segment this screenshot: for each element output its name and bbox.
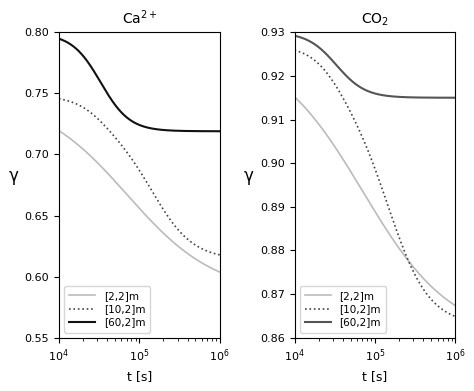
Line: [10,2]m: [10,2]m [294,50,456,316]
[2,2]m [420,276,426,280]
[2,2]m [184,251,190,256]
[2,2]m [308,112,314,117]
[2,2]m [56,128,62,133]
Line: [2,2]m: [2,2]m [59,131,219,272]
[60,2]m [292,33,297,38]
X-axis label: t [s]: t [s] [127,369,152,383]
X-axis label: t [s]: t [s] [362,369,388,383]
[2,2]m [121,189,127,194]
Line: [2,2]m: [2,2]m [294,97,456,306]
[60,2]m [417,95,423,100]
[60,2]m [363,88,368,92]
[10,2]m [121,146,127,151]
[2,2]m [292,94,297,99]
[2,2]m [217,270,222,274]
[2,2]m [417,272,423,277]
[10,2]m [184,237,190,241]
[10,2]m [73,101,78,106]
[2,2]m [166,236,172,241]
Y-axis label: γ: γ [9,167,18,185]
Y-axis label: γ: γ [244,167,254,185]
Title: CO$_2$: CO$_2$ [361,12,389,28]
[60,2]m [453,95,458,100]
[10,2]m [292,48,297,52]
[10,2]m [56,97,62,101]
[10,2]m [453,314,458,319]
[10,2]m [182,234,187,239]
[60,2]m [402,95,408,100]
[60,2]m [56,36,62,41]
[2,2]m [402,254,408,259]
Legend: [2,2]m, [10,2]m, [60,2]m: [2,2]m, [10,2]m, [60,2]m [64,286,150,333]
[10,2]m [357,129,363,133]
[10,2]m [402,250,408,255]
[10,2]m [127,154,133,158]
Legend: [2,2]m, [10,2]m, [60,2]m: [2,2]m, [10,2]m, [60,2]m [300,286,386,333]
[2,2]m [73,140,78,145]
[10,2]m [308,55,314,60]
[10,2]m [417,282,423,286]
[2,2]m [357,184,363,188]
[10,2]m [363,142,368,147]
[60,2]m [73,46,78,50]
[10,2]m [420,286,426,291]
[60,2]m [166,128,172,133]
Line: [10,2]m: [10,2]m [59,99,219,255]
[60,2]m [308,39,314,44]
[60,2]m [217,129,222,134]
Title: Ca$^{2+}$: Ca$^{2+}$ [121,8,157,27]
[2,2]m [127,195,133,200]
[10,2]m [217,253,222,257]
Line: [60,2]m: [60,2]m [59,39,219,131]
[2,2]m [182,249,187,253]
[2,2]m [363,193,368,198]
Line: [60,2]m: [60,2]m [294,36,456,98]
[60,2]m [127,117,133,122]
[60,2]m [182,129,187,133]
[60,2]m [121,113,127,117]
[60,2]m [357,84,363,89]
[2,2]m [453,303,458,308]
[60,2]m [184,129,190,133]
[10,2]m [166,216,172,221]
[60,2]m [420,95,426,100]
